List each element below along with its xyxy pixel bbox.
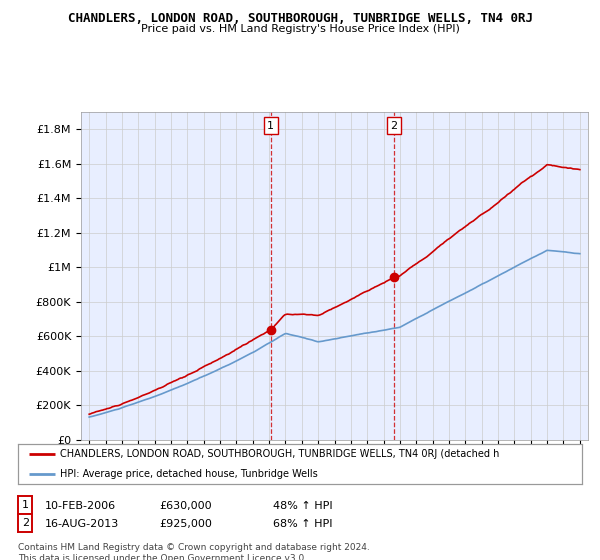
Text: 2: 2	[22, 518, 29, 528]
Text: CHANDLERS, LONDON ROAD, SOUTHBOROUGH, TUNBRIDGE WELLS, TN4 0RJ (detached h: CHANDLERS, LONDON ROAD, SOUTHBOROUGH, TU…	[60, 449, 500, 459]
Text: HPI: Average price, detached house, Tunbridge Wells: HPI: Average price, detached house, Tunb…	[60, 469, 318, 479]
Text: 10-FEB-2006: 10-FEB-2006	[45, 501, 116, 511]
Text: £925,000: £925,000	[159, 519, 212, 529]
Text: 1: 1	[267, 121, 274, 131]
Text: 68% ↑ HPI: 68% ↑ HPI	[273, 519, 332, 529]
Text: CHANDLERS, LONDON ROAD, SOUTHBOROUGH, TUNBRIDGE WELLS, TN4 0RJ: CHANDLERS, LONDON ROAD, SOUTHBOROUGH, TU…	[67, 12, 533, 25]
Text: 1: 1	[22, 500, 29, 510]
Text: Contains HM Land Registry data © Crown copyright and database right 2024.
This d: Contains HM Land Registry data © Crown c…	[18, 543, 370, 560]
Text: 48% ↑ HPI: 48% ↑ HPI	[273, 501, 332, 511]
Text: £630,000: £630,000	[159, 501, 212, 511]
Text: Price paid vs. HM Land Registry's House Price Index (HPI): Price paid vs. HM Land Registry's House …	[140, 24, 460, 34]
Text: 2: 2	[390, 121, 397, 131]
Text: 16-AUG-2013: 16-AUG-2013	[45, 519, 119, 529]
